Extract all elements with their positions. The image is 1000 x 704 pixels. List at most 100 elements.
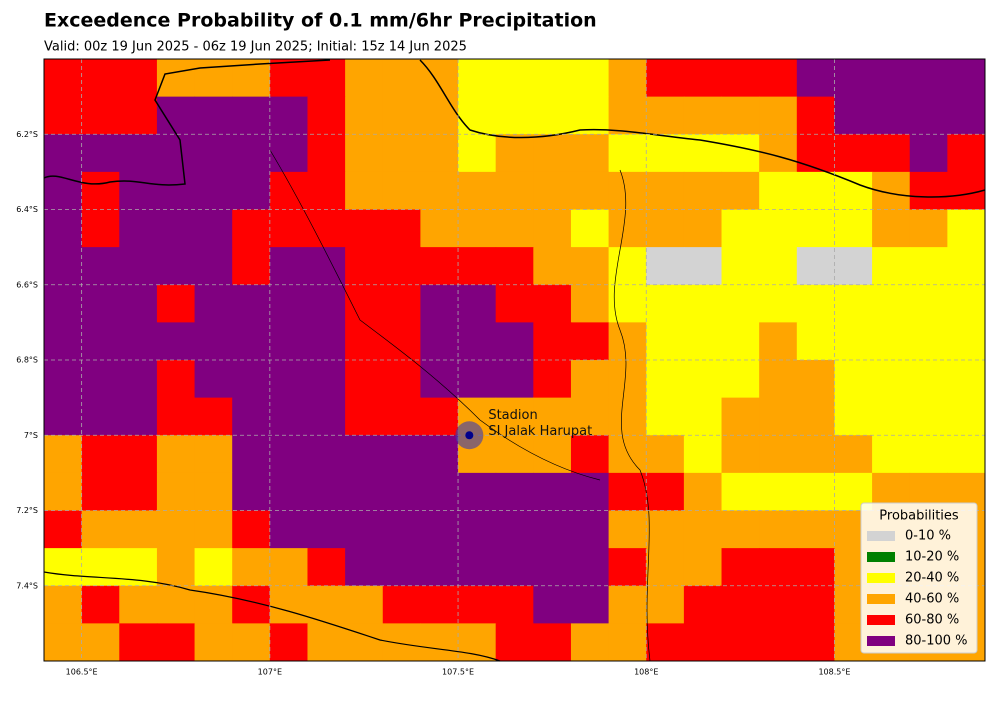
- grid-cell: [834, 435, 873, 474]
- grid-cell: [608, 284, 647, 323]
- grid-cell: [683, 247, 723, 286]
- grid-cell: [495, 548, 534, 587]
- grid-cell: [345, 585, 384, 624]
- coastline: [419, 59, 986, 198]
- grid-cell: [834, 247, 873, 286]
- grid-cell: [420, 209, 459, 248]
- grid-cell: [570, 623, 610, 662]
- grid-cell: [834, 360, 873, 399]
- grid-cell: [232, 397, 271, 436]
- grid-cell: [269, 510, 308, 549]
- grid-cell: [872, 322, 911, 361]
- legend-label: 20-40 %: [905, 571, 959, 586]
- grid-cell: [382, 247, 421, 286]
- legend-swatch: [867, 594, 895, 604]
- grid-cell: [81, 548, 120, 587]
- grid-cell: [909, 96, 948, 135]
- grid-cell: [872, 134, 911, 173]
- grid-cell: [759, 510, 798, 549]
- overlay: 106.5°E 107°E 107.5°E 108°E 108.5°E 6.2°S 6.4°…: [16, 130, 978, 677]
- grid-cell: [759, 59, 798, 98]
- grid-cell: [721, 96, 760, 135]
- grid-cell: [420, 472, 459, 511]
- grid-cell: [834, 209, 873, 248]
- grid-cell: [909, 435, 948, 474]
- grid-cell: [81, 322, 120, 361]
- grid-cell: [420, 247, 459, 286]
- legend-label: 10-20 %: [905, 550, 959, 565]
- grid-cell: [495, 623, 534, 662]
- province-border: [613, 169, 651, 662]
- station-dot: [465, 431, 474, 440]
- grid-cell: [307, 585, 346, 624]
- grid-cell: [759, 247, 798, 286]
- grid-cell: [44, 96, 83, 135]
- grid-cell: [420, 510, 459, 549]
- grid-cell: [721, 435, 760, 474]
- grid-cell: [646, 510, 685, 549]
- grid-cell: [194, 397, 233, 436]
- grid-cell: [947, 435, 986, 474]
- grid-cell: [232, 435, 271, 474]
- grid-cell: [796, 548, 835, 587]
- grid-cell: [307, 96, 346, 135]
- boundaries: [43, 59, 986, 662]
- grid-cell: [119, 134, 158, 173]
- grid-cell: [533, 435, 572, 474]
- grid-cell: [872, 360, 911, 399]
- grid-cell: [345, 134, 384, 173]
- legend-swatch: [867, 531, 895, 541]
- grid-cell: [909, 134, 948, 173]
- grid-cell: [269, 397, 308, 436]
- y-tick-label: 7.4°S: [16, 581, 38, 590]
- grid-cell: [570, 472, 610, 511]
- grid-cell: [796, 247, 835, 286]
- grid-cell: [382, 548, 421, 587]
- legend-label: 60-80 %: [905, 613, 959, 628]
- grid-cell: [570, 247, 610, 286]
- grid-cell: [570, 548, 610, 587]
- grid-cell: [646, 134, 685, 173]
- grid-cell: [81, 96, 120, 135]
- x-tick-label: 108°E: [634, 668, 658, 677]
- legend-swatch: [867, 573, 895, 583]
- grid-cell: [44, 134, 83, 173]
- grid-cell: [345, 247, 384, 286]
- grid-cell: [194, 284, 233, 323]
- grid-cell: [119, 435, 158, 474]
- grid-cell: [608, 247, 647, 286]
- grid-cell: [156, 134, 196, 173]
- grid-cell: [345, 623, 384, 662]
- grid-cell: [533, 510, 572, 549]
- grid-cell: [834, 171, 873, 210]
- grid-cell: [646, 585, 685, 624]
- grid-cell: [495, 585, 534, 624]
- grid-cell: [458, 472, 497, 511]
- grid-cell: [646, 171, 685, 210]
- grid-cell: [796, 472, 835, 511]
- grid-cell: [796, 171, 835, 210]
- grid-cell: [947, 59, 986, 98]
- grid-cell: [947, 247, 986, 286]
- grid-cell: [495, 360, 534, 399]
- grid-cell: [156, 472, 196, 511]
- grid-cell: [608, 322, 647, 361]
- grid-cell: [232, 96, 271, 135]
- grid-cell: [458, 623, 497, 662]
- grid-cell: [420, 59, 459, 98]
- grid-cell: [533, 134, 572, 173]
- grid-cell: [834, 397, 873, 436]
- legend-label: 80-100 %: [905, 634, 968, 649]
- grid-cell: [81, 623, 120, 662]
- grid-cell: [194, 472, 233, 511]
- grid-cell: [646, 284, 685, 323]
- grid-cell: [458, 96, 497, 135]
- grid-cell: [156, 360, 196, 399]
- grid-cell: [307, 171, 346, 210]
- grid-cell: [533, 623, 572, 662]
- grid-cell: [721, 209, 760, 248]
- grid-cell: [44, 209, 83, 248]
- grid-cell: [194, 59, 233, 98]
- x-tick-label: 107.5°E: [442, 668, 474, 677]
